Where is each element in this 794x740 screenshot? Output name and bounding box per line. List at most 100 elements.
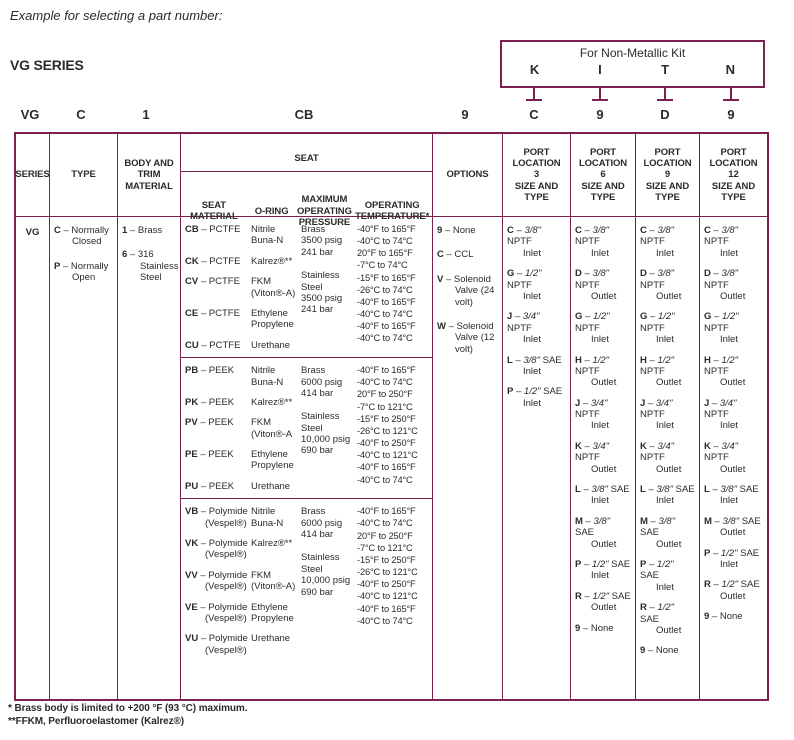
temperature-line: -15°F to 250°F: [357, 554, 416, 565]
port-item: L – 3/8" SAE Inlet: [704, 484, 763, 507]
port-item: D – 3/8" NPTF Outlet: [575, 268, 631, 302]
port-direction: Inlet: [523, 397, 541, 409]
port-item: 9 – None: [575, 622, 614, 634]
kit-letters-row: K I T N: [502, 62, 763, 77]
o-ring-value: Nitrile Buna-N: [251, 506, 284, 529]
port-9-items: C – 3/8" NPTF Inlet D – 3/8" NPTF Outlet G –…: [636, 217, 699, 699]
port-direction: Outlet: [720, 377, 746, 389]
port-item: J – 3/4" NPTF Inlet: [507, 311, 566, 345]
port-item: L – 3/8" SAE Inlet: [507, 355, 566, 378]
o-ring-value: FKM (Viton®-A: [251, 417, 293, 440]
o-ring-value: Kalrez®**: [251, 396, 293, 408]
header-type: TYPE: [50, 134, 117, 217]
temperature-line: -26°C to 121°C: [357, 567, 418, 578]
port-direction: Inlet: [656, 334, 674, 346]
seat-material-code: CK – PCTFE: [185, 255, 241, 267]
temperature-line: -40°C to 121°C: [357, 450, 418, 461]
temperature-line: -7°C to 121°C: [357, 401, 413, 412]
options-list: 9 – None C – CCL V – Solenoid Valve (24 vo…: [433, 217, 502, 699]
kit-letter-t: T: [661, 62, 670, 77]
port-direction: Outlet: [591, 538, 617, 550]
port-item: R – 1/2" SAE Outlet: [640, 602, 695, 636]
port-direction: Inlet: [720, 334, 738, 346]
part-code-port-3: C: [529, 107, 539, 122]
header-seat-title: SEAT: [181, 145, 432, 173]
port-item: 9 – None: [704, 611, 743, 623]
header-port-3: PORT LOCATION 3 SIZE AND TYPE: [503, 134, 570, 217]
seat-material-code: PU – PEEK: [185, 480, 235, 492]
port-item: R – 1/2" SAE Outlet: [704, 579, 763, 602]
temperature-line: -40°C to 74°C: [357, 377, 413, 388]
column-port-3: PORT LOCATION 3 SIZE AND TYPE C – 3/8" N…: [502, 134, 570, 699]
port-direction: Outlet: [591, 290, 617, 302]
port-item: L – 3/8" SAE Inlet: [575, 484, 630, 507]
o-ring-value: Nitrile Buna-N: [251, 224, 284, 247]
pressure-block: Stainless Steel 3500 psig 241 bar: [301, 270, 357, 316]
footnote-brass-limit: * Brass body is limited to +200 °F (93 °…: [8, 703, 248, 714]
o-ring-value: Ethylene Propylene: [251, 601, 294, 624]
temperature-line: -40°F to 165°F: [357, 365, 416, 376]
part-code-seat: CB: [294, 107, 314, 122]
port-item: G – 1/2" NPTF Inlet: [575, 311, 631, 345]
column-options: OPTIONS 9 – None C – CCL V – Solenoid Valv…: [432, 134, 502, 699]
port-item: P – 1/2" SAE Inlet: [507, 386, 566, 409]
temperature-line: -40°C to 74°C: [357, 518, 413, 529]
temperature-line: -26°C to 74°C: [357, 284, 413, 295]
column-port-6: PORT LOCATION 6 SIZE AND TYPE C – 3/8" N…: [570, 134, 635, 699]
pressure-cell: Brass 6000 psig 414 bar Stainless Steel 10,0…: [301, 365, 357, 492]
port-direction: Outlet: [656, 624, 682, 636]
port-item: H – 1/2" NPTF Outlet: [575, 355, 631, 389]
port-direction: Inlet: [720, 420, 738, 432]
o-ring-value: Kalrez®**: [251, 538, 293, 550]
pressure-line: Brass: [301, 224, 326, 235]
column-type: TYPE C – Normally Closed P – Normally Ope…: [49, 134, 117, 699]
port-item: 9 – None: [640, 645, 679, 657]
pressure-line: 10,000 psig: [301, 575, 351, 587]
temperature-line: -40°F to 165°F: [357, 506, 416, 517]
port-direction: Inlet: [523, 247, 541, 259]
temperature-line: -40°C to 74°C: [357, 615, 413, 626]
seat-material-code: VB – Polymide (Vespel®): [185, 506, 248, 529]
port-item: P – 1/2" SAE Inlet: [704, 548, 763, 571]
seat-material-code: PE – PEEK: [185, 449, 234, 461]
kit-connector-line: [526, 87, 542, 104]
body-trim-option: 6 – 316 Stainless Steel: [122, 249, 179, 284]
port-direction: Inlet: [591, 570, 609, 582]
header-op-temperature: OPERATING TEMPERATURE*: [355, 199, 430, 223]
temperature-line: -15°F to 250°F: [357, 413, 416, 424]
port-direction: Inlet: [523, 365, 541, 377]
port-item: C – 3/8" NPTF Inlet: [640, 225, 695, 259]
port-direction: Outlet: [591, 602, 617, 614]
pressure-line: 690 bar: [301, 445, 334, 457]
pressure-line: Stainless Steel: [301, 411, 340, 434]
port-direction: Inlet: [720, 495, 738, 507]
port-item: G – 1/2" NPTF Inlet: [507, 268, 566, 302]
part-code-series: VG: [20, 107, 40, 122]
temperature-line: -15°F to 165°F: [357, 272, 416, 283]
seat-material-code: CB – PCTFE: [185, 224, 241, 235]
header-port-9: PORT LOCATION 9 SIZE AND TYPE: [636, 134, 699, 217]
o-ring-value: FKM (Viton®-A): [251, 569, 296, 593]
temperature-line: -40°F to 165°F: [357, 224, 416, 234]
seat-material-code: CE – PCTFE: [185, 307, 240, 319]
port-direction: Inlet: [523, 334, 541, 346]
seat-material-code: VV – Polymide (Vespel®): [185, 569, 248, 593]
option-item: 9 – None: [437, 225, 476, 236]
seat-material-code: CV – PCTFE: [185, 276, 240, 288]
temperature-line: -26°C to 121°C: [357, 425, 418, 436]
port-item: K – 3/4" NPTF Outlet: [575, 441, 631, 475]
part-code-body: 1: [142, 107, 150, 122]
temperature-line: -7°C to 121°C: [357, 542, 413, 553]
pressure-line: Brass: [301, 365, 326, 377]
temperature-line: -40°C to 74°C: [357, 474, 413, 485]
seat-material-code: VE – Polymide (Vespel®): [185, 601, 248, 624]
pressure-cell: Brass 6000 psig 414 bar Stainless Steel 10,0…: [301, 506, 357, 656]
port-direction: Outlet: [591, 463, 617, 475]
pressure-line: 690 bar: [301, 586, 334, 598]
pressure-block: Stainless Steel 10,000 psig 690 bar: [301, 411, 357, 457]
temperature-line: -40°F to 165°F: [357, 462, 416, 473]
pressure-line: 414 bar: [301, 529, 334, 541]
pressure-block: Stainless Steel 10,000 psig 690 bar: [301, 552, 357, 598]
part-code-port-9: D: [660, 107, 670, 122]
temperature-line: 20°F to 250°F: [357, 389, 413, 400]
